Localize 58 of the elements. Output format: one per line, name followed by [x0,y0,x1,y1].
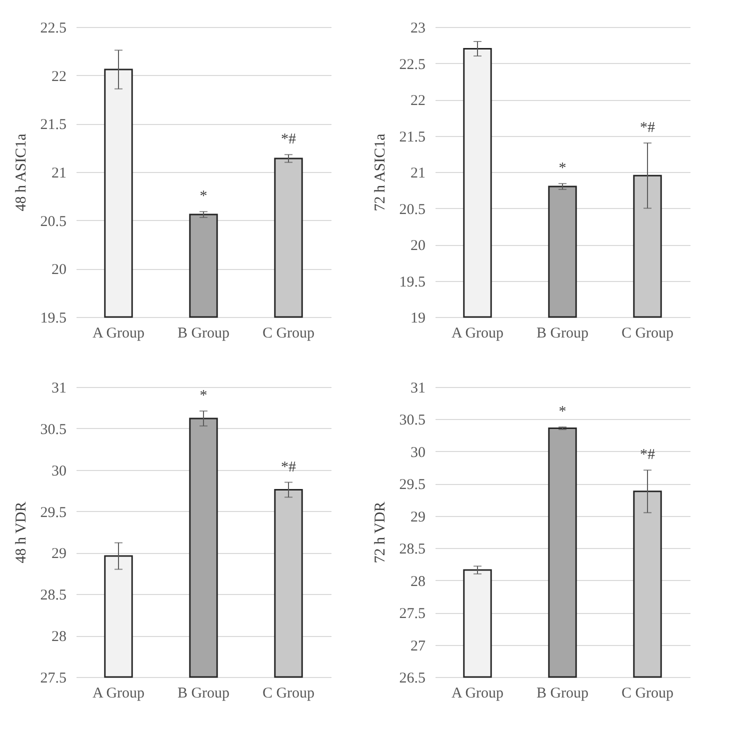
x-tick-label: C Group [262,686,315,702]
y-tick-label: 19.5 [399,274,426,290]
x-tick-label: C Group [621,326,674,342]
y-tick-label: 30.5 [399,412,426,429]
y-tick-label: 31 [410,380,426,396]
annotation: * [200,388,208,404]
annotation: * [558,160,566,177]
y-axis-title: 72 h ASIC1a [372,133,388,212]
y-tick-label: 30.5 [40,422,66,438]
y-tick-label: 31 [52,380,66,396]
y-tick-label: 30 [52,463,66,480]
y-tick-label: 28 [52,629,66,646]
y-tick-label: 27.5 [399,606,426,622]
annotation: * [200,188,208,205]
y-tick-label: 19 [410,310,426,326]
annotation: * [558,404,566,420]
y-tick-label: 19.5 [40,310,66,326]
y-tick-label: 27 [410,638,426,654]
x-tick-label: C Group [262,326,315,342]
y-tick-label: 23 [410,20,426,36]
y-tick-label: 22 [410,93,426,109]
y-tick-label: 22.5 [399,56,426,73]
x-tick-label: B Group [536,326,589,342]
annotation: *# [281,459,296,476]
y-tick-label: 29 [410,509,426,526]
annotation: *# [281,132,296,148]
y-tick-label: 20 [410,238,426,254]
y-tick-label: 29 [52,546,66,562]
annotation: *# [640,120,656,136]
y-tick-label: 22 [52,68,66,85]
y-tick-label: 29.5 [399,477,426,494]
y-tick-label: 20 [52,262,66,278]
x-tick-label: A Group [451,686,504,702]
x-tick-label: B Group [177,686,230,702]
y-tick-label: 28 [410,574,426,590]
annotation: *# [640,447,656,464]
y-tick-label: 20.5 [40,214,66,230]
y-tick-label: 28.5 [399,542,426,558]
y-tick-label: 21.5 [399,129,426,146]
y-tick-label: 26.5 [399,670,426,686]
y-axis-title: 48 h ASIC1a [13,133,30,212]
y-tick-label: 27.5 [40,670,66,686]
y-axis-title: 48 h VDR [13,502,30,564]
y-tick-label: 21 [52,166,66,182]
x-tick-label: B Group [177,326,230,342]
x-tick-label: A Group [92,326,145,342]
y-tick-label: 21.5 [40,117,66,134]
x-tick-label: C Group [621,686,674,702]
y-tick-label: 20.5 [399,202,426,218]
y-tick-label: 22.5 [40,20,66,36]
y-tick-label: 30 [410,444,426,461]
x-tick-label: A Group [92,686,145,702]
y-axis-title: 72 h VDR [372,502,388,564]
y-tick-label: 29.5 [40,504,66,521]
y-tick-label: 28.5 [40,588,66,604]
x-tick-label: B Group [536,686,589,702]
x-tick-label: A Group [451,326,504,342]
y-tick-label: 21 [410,166,426,182]
